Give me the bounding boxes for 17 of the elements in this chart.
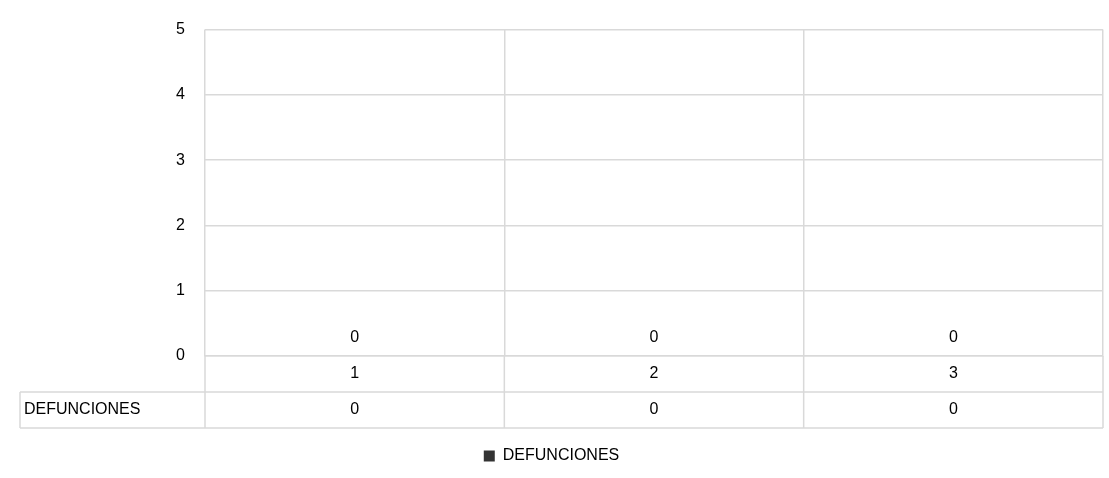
text: 0	[649, 400, 659, 418]
y-tick-label: 0	[176, 346, 186, 364]
y-tick-label: 5	[176, 20, 186, 38]
text: DEFUNCIONES	[24, 400, 141, 418]
x-tick-label: 1	[350, 364, 360, 382]
x-tick-label: 2	[649, 364, 659, 382]
legend-label: DEFUNCIONES	[502, 446, 620, 464]
y-tick-label: 3	[176, 150, 186, 168]
y-tick-label: 4	[176, 85, 186, 103]
data-label: 0	[649, 328, 659, 346]
text: 0	[350, 400, 360, 418]
y-tick-label: 1	[176, 281, 186, 299]
data-label: 0	[350, 328, 360, 346]
data-label: 0	[948, 328, 958, 346]
y-tick-label: 2	[176, 215, 186, 233]
x-tick-label: 3	[948, 364, 958, 382]
text: 0	[948, 400, 958, 418]
